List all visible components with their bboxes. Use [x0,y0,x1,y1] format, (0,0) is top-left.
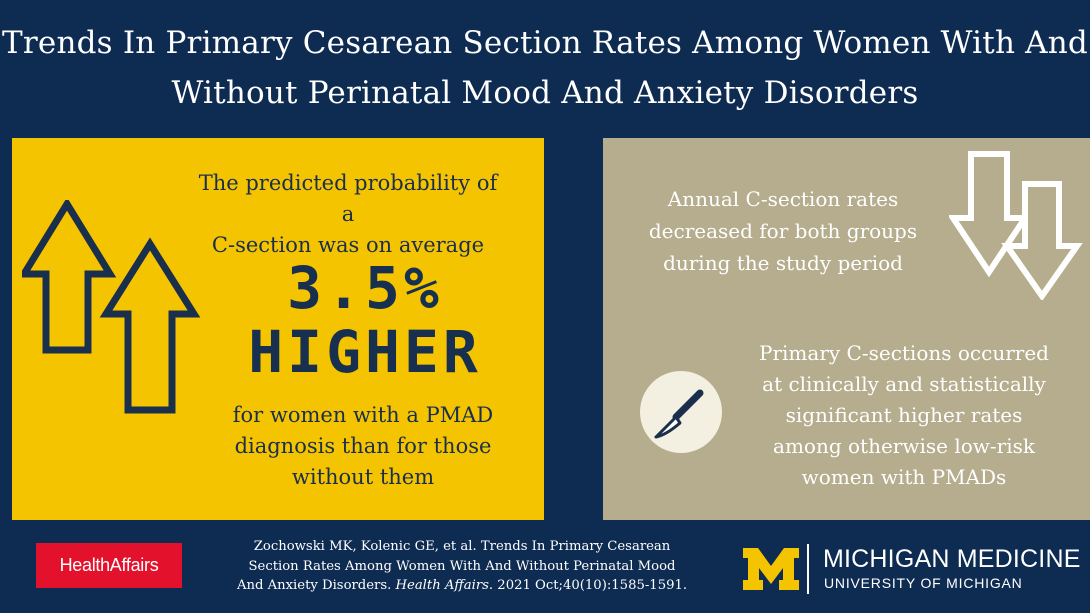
citation-line-3-post: 2021 Oct;40(10):1585-1591. [493,578,688,593]
stat-word: HIGHER [248,318,482,386]
left-outro-line-1: for women with a PMAD [232,403,494,427]
right-bottom-line-1: Primary C-sections occurred [759,341,1049,365]
citation-journal: Health Affairs. [395,578,494,593]
stat-value: 3.5% [287,254,443,322]
institution-subtitle: UNIVERSITY OF MICHIGAN [824,575,1023,591]
right-bottom-line-5: women with PMADs [801,465,1007,489]
right-bottom-line-2: at clinically and statistically [762,372,1046,396]
block-m-logo [743,548,799,594]
left-outro-text: for women with a PMAD diagnosis than for… [210,400,516,493]
title-line-2: Without Perinatal Mood And Anxiety Disor… [171,75,919,111]
down-arrows-icon [947,150,1084,304]
citation-line-1: Zochowski MK, Kolenic GE, et al. Trends … [253,539,671,554]
right-panel: Annual C-section rates decreased for bot… [603,138,1090,520]
right-bottom-text: Primary C-sections occurred at clinicall… [743,338,1065,493]
right-bottom-line-4: among otherwise low-risk [773,434,1035,458]
right-bottom-line-3: significant higher rates [785,403,1023,427]
left-outro-line-2: diagnosis than for those [234,434,492,458]
citation-line-3: And Anxiety Disorders. Health Affairs. 2… [212,576,712,596]
left-intro-line-2: C-section was on average [211,233,485,257]
logo-divider [807,544,809,594]
page-title: Trends In Primary Cesarean Section Rates… [0,18,1090,118]
right-top-line-2: decreased for both groups [648,219,918,243]
highlight-stat: 3.5% HIGHER [220,256,510,384]
health-affairs-logo: HealthAffairs [36,543,182,588]
citation-line-2: Section Rates Among Women With And Witho… [248,558,676,574]
right-top-line-1: Annual C-section rates [667,187,899,211]
left-outro-line-3: without them [291,465,435,489]
institution-name: MICHIGAN MEDICINE [823,545,1081,573]
left-intro-text: The predicted probability of a C-section… [190,168,506,261]
left-intro-line-1: The predicted probability of a [198,171,498,226]
left-panel: The predicted probability of a C-section… [12,138,544,520]
up-arrows-icon [17,197,202,424]
right-top-text: Annual C-section rates decreased for bot… [627,183,939,279]
title-line-1: Trends In Primary Cesarean Section Rates… [2,25,1088,61]
scalpel-icon [640,371,722,453]
citation: Zochowski MK, Kolenic GE, et al. Trends … [212,537,712,596]
right-top-line-3: during the study period [663,251,903,275]
citation-line-3-pre: And Anxiety Disorders. [236,578,396,593]
